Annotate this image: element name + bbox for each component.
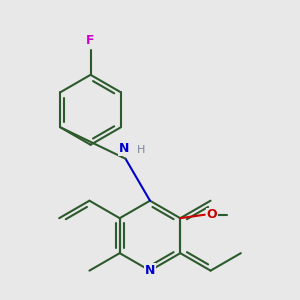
Text: O: O	[206, 208, 217, 221]
Text: H: H	[137, 145, 146, 155]
Text: F: F	[86, 34, 95, 47]
Text: N: N	[118, 142, 129, 155]
Text: N: N	[145, 264, 155, 277]
